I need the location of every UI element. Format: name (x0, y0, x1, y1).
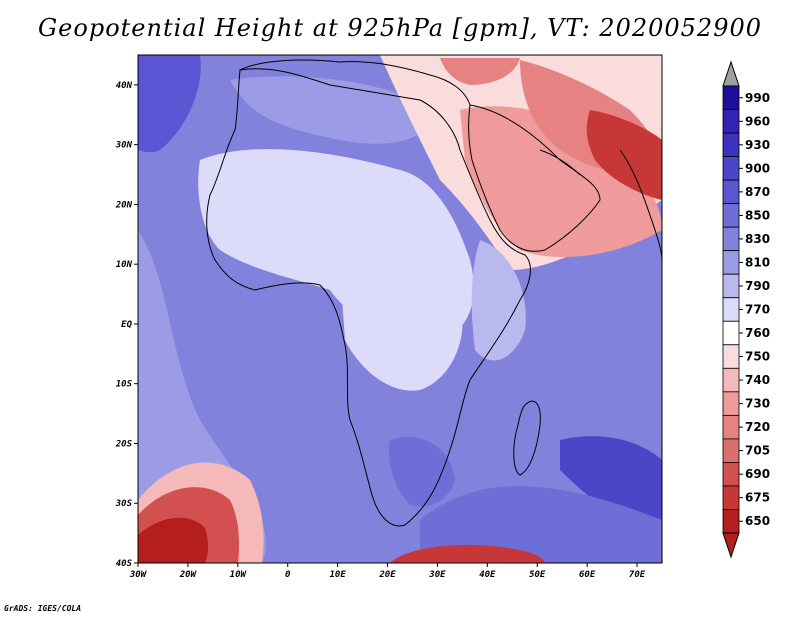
east-africa-coast (471, 240, 526, 361)
colorbar-label: 675 (745, 491, 770, 505)
map-frame (137, 54, 663, 564)
lat-tick-label: 20S (115, 439, 133, 449)
colorbar-swatch (722, 203, 740, 228)
lon-tick-label: 30W (129, 570, 148, 580)
lon-tick-label: 70E (629, 570, 646, 580)
colorbar-label: 900 (745, 161, 770, 175)
height-field (138, 55, 662, 563)
lon-tick-label: 30E (428, 570, 446, 580)
colorbar-swatch (722, 109, 740, 134)
colorbar-label: 870 (745, 185, 770, 199)
colorbar-swatch (722, 156, 740, 181)
lat-tick-label: 40S (116, 559, 133, 569)
lat-tick-label: 40N (116, 81, 133, 91)
lon-tick-label: 60E (579, 570, 596, 580)
colorbar-swatch (722, 320, 740, 346)
lon-tick-label: 0 (285, 570, 291, 580)
colorbar-label: 850 (745, 208, 770, 222)
colorbar-label: 760 (745, 326, 770, 340)
colorbar-swatch (722, 414, 740, 440)
colorbar-label: 990 (745, 91, 770, 105)
aegean-low (440, 58, 520, 85)
india-west-coast (619, 149, 662, 261)
colorbar-swatch (722, 250, 740, 275)
coastlines (206, 59, 662, 527)
colorbar-bottom-arrow (722, 532, 740, 559)
colorbar-top-arrow (722, 60, 740, 87)
europe-coast (239, 59, 471, 106)
northwest-high (138, 55, 201, 153)
colorbar-swatch (722, 438, 740, 463)
colorbar-swatch (722, 344, 740, 369)
colorbar: 990 960 930 900 870 850 830 810 790 770 760 750 740 7… (722, 60, 770, 559)
lat-tick-label: 10S (116, 380, 133, 390)
lat-tick-label: EQ (121, 320, 132, 330)
lat-tick-label: 20N (115, 200, 133, 210)
colorbar-label: 810 (745, 255, 770, 269)
axes: 30W 20W 10W 0 10E 20E 30E 40E 50E 60E 70E 40N 30N 20N… (115, 81, 646, 580)
colorbar-label: 740 (745, 373, 770, 387)
madagascar (513, 400, 541, 476)
africa-coastline (206, 68, 531, 527)
colorbar-swatch (722, 485, 740, 510)
colorbar-swatch (722, 462, 740, 487)
colorbar-label: 730 (745, 397, 770, 411)
lat-tick-label: 30S (115, 499, 133, 509)
lon-tick-label: 20E (378, 570, 396, 580)
colorbar-swatch (722, 367, 740, 393)
colorbar-swatch (722, 132, 740, 157)
colorbar-swatch (722, 179, 740, 205)
southern-ocean-low (390, 544, 545, 563)
lon-tick-label: 10E (329, 570, 346, 580)
lat-tick-label: 30N (115, 141, 133, 151)
south-atlantic-core (138, 517, 209, 563)
colorbar-label: 650 (745, 514, 770, 528)
colorbar-swatch (722, 391, 740, 416)
grads-credit: GrADS: IGES/COLA (4, 604, 82, 613)
colorbar-swatch (722, 85, 740, 110)
colorbar-label: 960 (745, 114, 770, 128)
persian-gulf (539, 149, 581, 176)
colorbar-label: 690 (745, 467, 770, 481)
colorbar-label: 750 (745, 350, 770, 364)
chart-title: Geopotential Height at 925hPa [gpm], VT:… (38, 14, 762, 42)
colorbar-label: 830 (745, 232, 770, 246)
lon-tick-label: 20W (179, 570, 198, 580)
colorbar-swatch (722, 297, 740, 322)
north-africa-mid (230, 76, 440, 144)
pakistan-low (586, 110, 662, 200)
colorbar-swatch (722, 509, 740, 534)
lon-tick-label: 40E (479, 570, 496, 580)
lat-tick-label: 10N (116, 260, 133, 270)
colorbar-label: 790 (745, 279, 770, 293)
southern-africa-low (388, 436, 455, 507)
colorbar-swatch (722, 273, 740, 299)
colorbar-label: 770 (745, 303, 770, 317)
arabia-low (460, 106, 662, 258)
south-indian-band (420, 486, 662, 563)
colorbar-swatch (722, 226, 740, 252)
central-africa-pale (340, 266, 463, 391)
arabia-coastline (468, 104, 601, 252)
colorbar-label: 720 (745, 420, 770, 434)
lon-tick-label: 50E (529, 570, 546, 580)
lon-tick-label: 10W (230, 570, 248, 580)
colorbar-label: 930 (745, 138, 770, 152)
colorbar-label: 705 (745, 444, 770, 458)
